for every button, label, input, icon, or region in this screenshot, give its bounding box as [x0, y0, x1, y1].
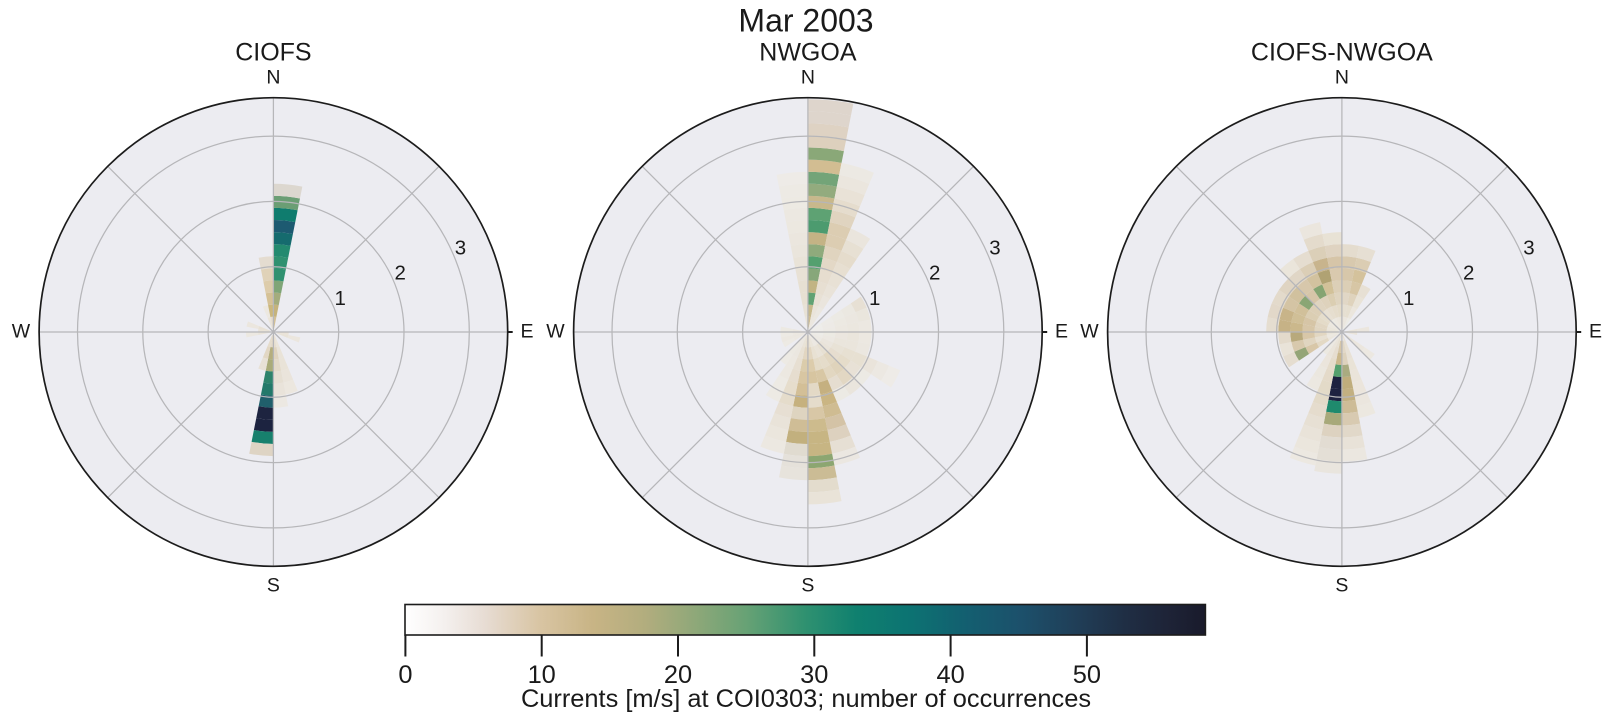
svg-text:20: 20: [664, 661, 692, 689]
svg-text:40: 40: [936, 661, 964, 689]
svg-text:Currents [m/s] at COI0303; num: Currents [m/s] at COI0303; number of occ…: [521, 685, 1091, 713]
svg-text:N: N: [266, 66, 280, 88]
svg-text:50: 50: [1073, 661, 1101, 689]
svg-text:30: 30: [800, 661, 828, 689]
svg-text:1: 1: [869, 287, 880, 310]
svg-text:10: 10: [528, 661, 556, 689]
svg-text:N: N: [801, 66, 815, 88]
svg-text:1: 1: [334, 287, 345, 310]
svg-text:NWGOA: NWGOA: [759, 39, 857, 67]
svg-text:W: W: [12, 321, 31, 343]
svg-text:2: 2: [1463, 262, 1474, 285]
svg-text:E: E: [1055, 321, 1068, 343]
svg-text:S: S: [801, 575, 814, 597]
svg-text:0: 0: [398, 661, 412, 689]
svg-text:E: E: [1589, 321, 1602, 343]
svg-text:S: S: [267, 575, 280, 597]
svg-text:W: W: [1080, 321, 1099, 343]
svg-text:1: 1: [1403, 287, 1414, 310]
svg-text:E: E: [520, 321, 533, 343]
svg-text:3: 3: [1523, 237, 1534, 260]
svg-text:2: 2: [394, 262, 405, 285]
svg-text:2: 2: [929, 262, 940, 285]
svg-text:3: 3: [455, 237, 466, 260]
svg-text:CIOFS: CIOFS: [235, 39, 311, 67]
svg-text:3: 3: [989, 237, 1000, 260]
svg-text:Mar 2003: Mar 2003: [738, 3, 873, 39]
svg-text:S: S: [1335, 575, 1348, 597]
svg-text:N: N: [1335, 66, 1349, 88]
svg-text:CIOFS-NWGOA: CIOFS-NWGOA: [1251, 39, 1433, 67]
svg-text:W: W: [546, 321, 565, 343]
